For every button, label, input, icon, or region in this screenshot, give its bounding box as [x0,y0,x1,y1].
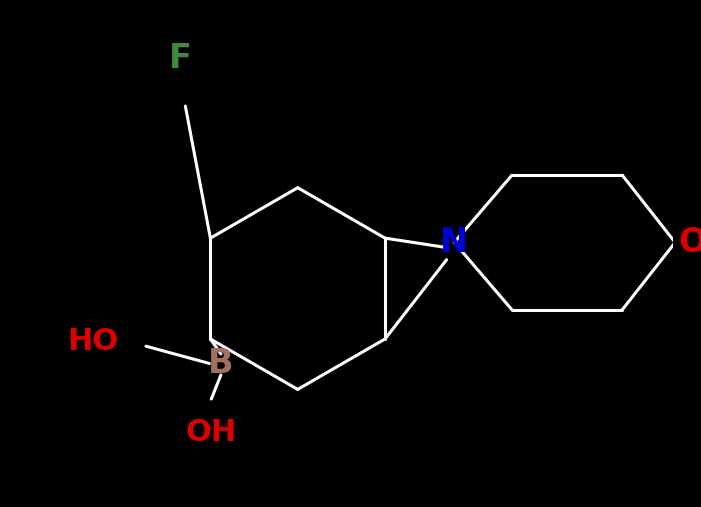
Text: B: B [208,347,233,380]
Text: F: F [169,42,192,75]
Text: N: N [440,226,468,259]
Text: O: O [679,226,701,259]
Text: HO: HO [67,327,118,356]
Text: OH: OH [186,418,237,447]
